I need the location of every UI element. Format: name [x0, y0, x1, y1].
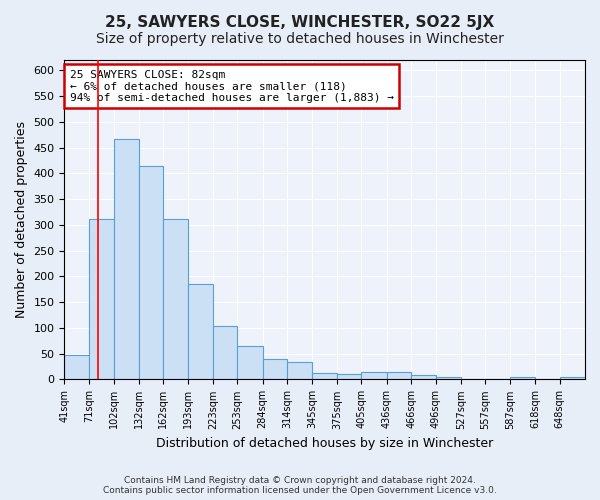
Bar: [510, 377, 535, 380]
Bar: [337, 374, 361, 380]
Bar: [213, 326, 238, 380]
Bar: [64, 355, 89, 380]
Text: 25, SAWYERS CLOSE, WINCHESTER, SO22 5JX: 25, SAWYERS CLOSE, WINCHESTER, SO22 5JX: [106, 15, 494, 30]
Bar: [535, 379, 560, 380]
Text: 25 SAWYERS CLOSE: 82sqm
← 6% of detached houses are smaller (118)
94% of semi-de: 25 SAWYERS CLOSE: 82sqm ← 6% of detached…: [70, 70, 394, 103]
Bar: [139, 166, 163, 380]
Bar: [238, 346, 263, 380]
Bar: [287, 362, 313, 380]
Bar: [114, 140, 139, 380]
Bar: [263, 359, 287, 380]
Y-axis label: Number of detached properties: Number of detached properties: [15, 121, 28, 318]
Bar: [411, 375, 436, 380]
Bar: [387, 372, 411, 380]
Text: Contains HM Land Registry data © Crown copyright and database right 2024.
Contai: Contains HM Land Registry data © Crown c…: [103, 476, 497, 495]
Bar: [163, 218, 188, 380]
Bar: [560, 377, 585, 380]
Text: Size of property relative to detached houses in Winchester: Size of property relative to detached ho…: [96, 32, 504, 46]
Bar: [436, 377, 461, 380]
X-axis label: Distribution of detached houses by size in Winchester: Distribution of detached houses by size …: [156, 437, 493, 450]
Bar: [361, 372, 387, 380]
Bar: [461, 379, 485, 380]
Bar: [313, 372, 337, 380]
Bar: [89, 218, 114, 380]
Bar: [188, 284, 213, 380]
Bar: [485, 379, 510, 380]
